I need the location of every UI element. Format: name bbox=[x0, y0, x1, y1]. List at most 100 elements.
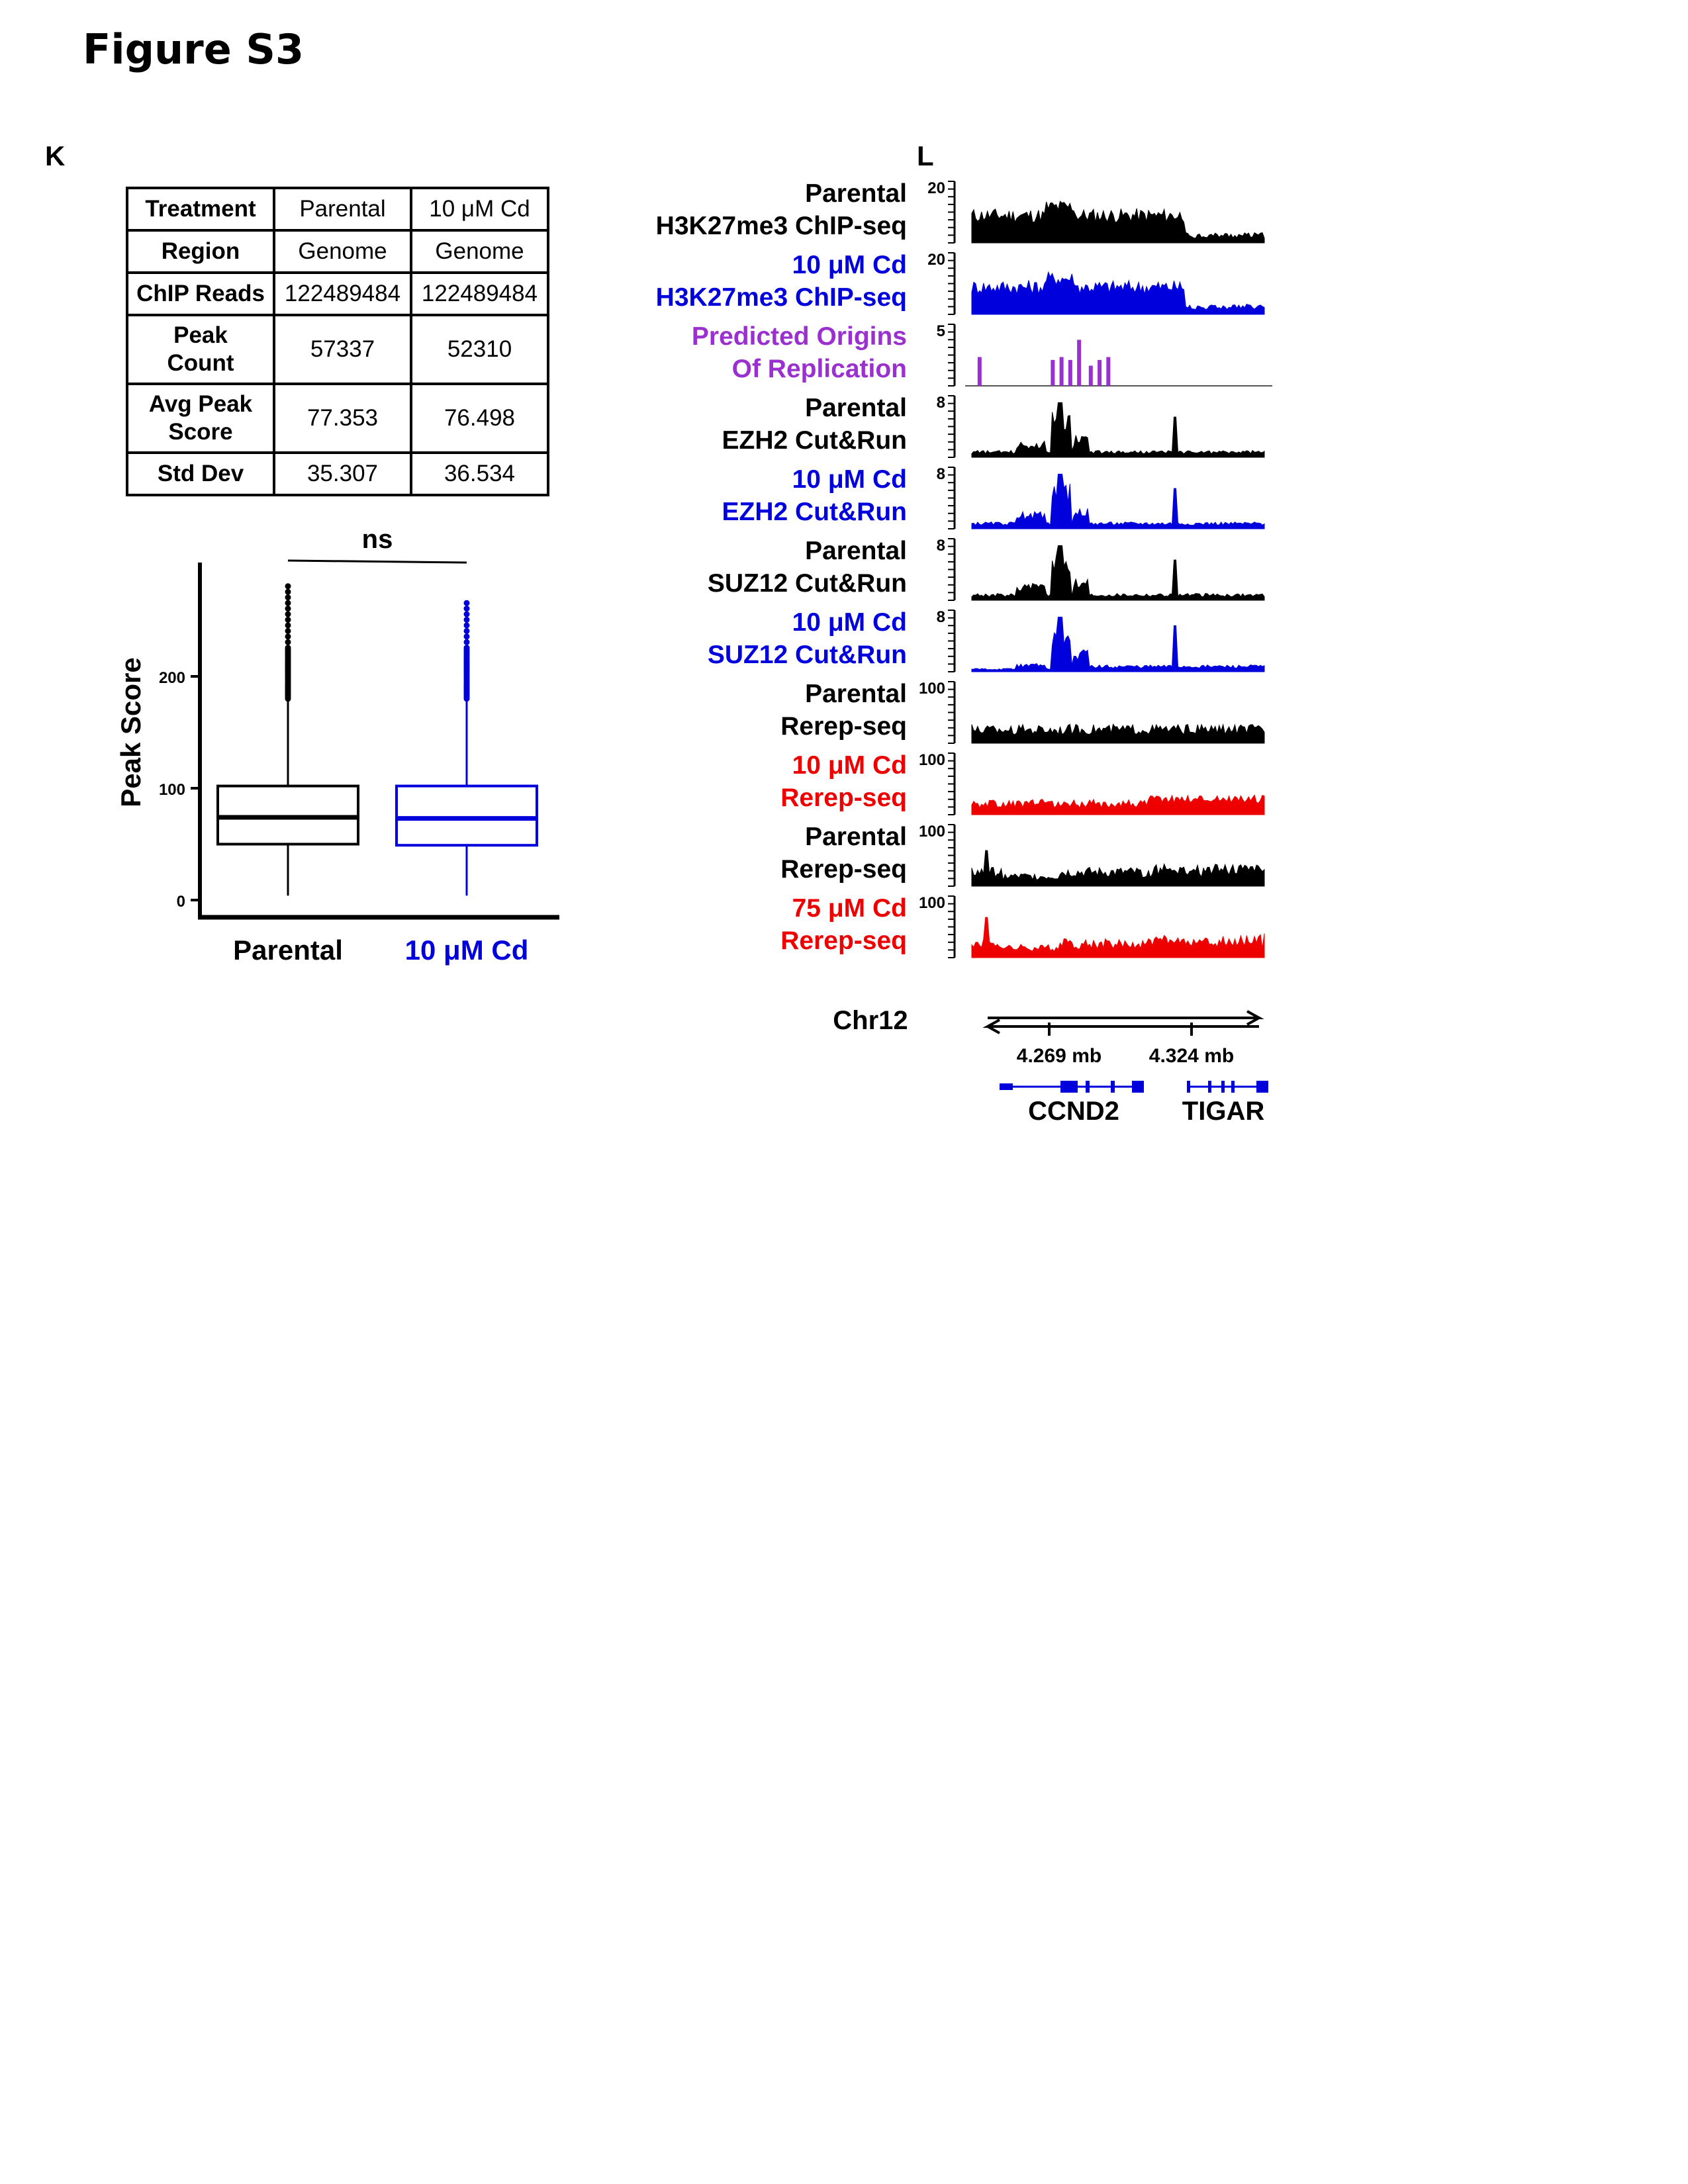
track-label-line1: 10 μM Cd bbox=[792, 751, 907, 780]
table-row-label: Treatment bbox=[126, 187, 275, 232]
outlier-point bbox=[285, 588, 291, 595]
coverage-area bbox=[971, 917, 1265, 958]
outlier-point bbox=[463, 622, 470, 629]
x-tick-label: 4.269 mb bbox=[1017, 1045, 1102, 1067]
track-scale-max: 100 bbox=[919, 823, 945, 841]
outlier-point bbox=[463, 606, 470, 612]
exon bbox=[1060, 1081, 1078, 1093]
track-label-line1: Parental bbox=[805, 394, 907, 422]
table-row: Treatment Parental 10 μM Cd bbox=[126, 187, 549, 232]
track-label-line1: 10 μM Cd bbox=[792, 608, 907, 637]
coverage-area bbox=[971, 201, 1265, 244]
x-tick-label: 4.324 mb bbox=[1149, 1045, 1234, 1067]
outlier-point bbox=[285, 627, 291, 634]
outlier-point bbox=[285, 583, 291, 590]
coverage-area bbox=[971, 850, 1265, 887]
track-10: Parental Rerep-seq 100 bbox=[780, 823, 1265, 887]
exon bbox=[1208, 1081, 1211, 1093]
track-9: 10 μM Cd Rerep-seq 100 bbox=[780, 751, 1265, 815]
outlier-point bbox=[285, 611, 291, 617]
x-category-label: 10 μM Cd bbox=[405, 934, 529, 966]
outlier-point bbox=[285, 594, 291, 601]
outlier-point bbox=[463, 627, 470, 634]
track-scale-max: 8 bbox=[937, 465, 945, 483]
track-scale-max: 20 bbox=[927, 251, 945, 269]
x-category-label: Parental bbox=[233, 934, 343, 966]
track-scale-max: 20 bbox=[927, 179, 945, 197]
origin-bar bbox=[977, 357, 982, 386]
origin-bar bbox=[1106, 357, 1111, 386]
table-cell: 57337 bbox=[273, 314, 412, 385]
track-label-line2: Rerep-seq bbox=[780, 927, 907, 955]
outlier-point bbox=[285, 645, 291, 651]
exon bbox=[1086, 1081, 1090, 1093]
track-7: 10 μM Cd SUZ12 Cut&Run 8 bbox=[708, 608, 1265, 672]
exon bbox=[1187, 1081, 1190, 1093]
table-row: Avg Peak Score 77.353 76.498 bbox=[126, 383, 549, 454]
y-tick-label: 0 bbox=[177, 893, 185, 911]
table-cell: 52310 bbox=[410, 314, 549, 385]
outlier-point bbox=[285, 616, 291, 623]
exon bbox=[1000, 1083, 1006, 1090]
table-row: Std Dev 35.307 36.534 bbox=[126, 451, 549, 496]
origin-bar bbox=[1059, 357, 1064, 386]
coverage-area bbox=[971, 616, 1265, 672]
forward-strand-arrow bbox=[988, 1010, 1264, 1026]
exon bbox=[1111, 1081, 1115, 1093]
coverage-area bbox=[971, 402, 1265, 458]
table-row-label: Region bbox=[126, 229, 275, 274]
track-label-line2: Of Replication bbox=[732, 355, 907, 383]
coverage-area bbox=[971, 271, 1265, 315]
coverage-area bbox=[971, 545, 1265, 601]
exon bbox=[1231, 1081, 1235, 1093]
table-cell: 77.353 bbox=[273, 383, 412, 454]
exon bbox=[1256, 1081, 1268, 1093]
origin-bar bbox=[1077, 340, 1082, 386]
coverage-area bbox=[971, 473, 1265, 529]
exon bbox=[1132, 1081, 1144, 1093]
genome-browser-tracks: Parental H3K27me3 ChIP-seq 20 10 μM Cd H3K27… bbox=[656, 179, 1272, 1126]
outlier-point bbox=[463, 611, 470, 617]
y-tick-label: 100 bbox=[159, 781, 185, 799]
track-scale-max: 100 bbox=[919, 751, 945, 769]
table-row-label: ChIP Reads bbox=[126, 271, 275, 316]
track-6: Parental SUZ12 Cut&Run 8 bbox=[708, 537, 1265, 601]
track-scale-max: 8 bbox=[937, 537, 945, 555]
track-label-line2: EZH2 Cut&Run bbox=[722, 498, 907, 526]
track-scale-max: 100 bbox=[919, 680, 945, 698]
table-cell: Genome bbox=[273, 229, 412, 274]
box bbox=[395, 784, 538, 847]
track-label-line2: Rerep-seq bbox=[780, 784, 907, 812]
significance-label: ns bbox=[362, 525, 393, 554]
y-axis-label: Peak Score bbox=[115, 657, 146, 807]
outlier-point bbox=[285, 606, 291, 612]
chromosome-label: Chr12 bbox=[833, 1006, 908, 1035]
outlier-point bbox=[285, 600, 291, 606]
track-5: 10 μM Cd EZH2 Cut&Run 8 bbox=[722, 465, 1265, 529]
track-label-line2: H3K27me3 ChIP-seq bbox=[656, 212, 907, 240]
track-3: Predicted Origins Of Replication 5 bbox=[692, 322, 1272, 387]
outlier-point bbox=[285, 639, 291, 645]
track-label-line1: 75 μM Cd bbox=[792, 894, 907, 923]
outlier-point bbox=[463, 639, 470, 645]
table-cell: 122489484 bbox=[410, 271, 549, 316]
origin-bar bbox=[1098, 359, 1102, 386]
track-label-line1: Parental bbox=[805, 537, 907, 565]
table-cell: Genome bbox=[410, 229, 549, 274]
panel-label-k: K bbox=[45, 140, 66, 171]
track-label-line2: SUZ12 Cut&Run bbox=[708, 641, 907, 669]
gene-label-tigar: TIGAR bbox=[1182, 1097, 1265, 1126]
track-8: Parental Rerep-seq 100 bbox=[780, 680, 1265, 744]
significance-bar bbox=[287, 559, 467, 564]
outlier-point bbox=[463, 645, 470, 651]
origin-bar bbox=[1051, 359, 1055, 386]
track-scale-max: 8 bbox=[937, 394, 945, 412]
panel-label-l: L bbox=[917, 140, 934, 171]
coverage-area bbox=[971, 794, 1265, 815]
outlier-point bbox=[463, 633, 470, 640]
table-row-label: Peak Count bbox=[126, 314, 275, 385]
origin-bar bbox=[1068, 359, 1072, 386]
exon bbox=[1221, 1081, 1225, 1093]
track-label-line2: EZH2 Cut&Run bbox=[722, 426, 907, 455]
table-cell: 76.498 bbox=[410, 383, 549, 454]
